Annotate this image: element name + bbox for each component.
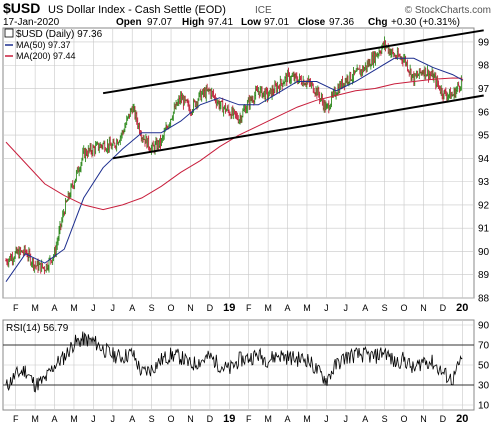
month-tick-label: D [440, 303, 447, 313]
month-tick-label: M [303, 303, 311, 313]
price-tick-label: 91 [478, 224, 490, 235]
price-lines [5, 29, 484, 282]
month-tick-label: D [207, 303, 214, 313]
close-value: 97.36 [329, 17, 354, 28]
month-tick-label: A [52, 303, 58, 313]
channel-upper-line [102, 29, 484, 95]
price-tick-label: 92 [478, 200, 490, 211]
price-legend-swatch [4, 28, 14, 38]
month-tick-label: A [129, 303, 135, 313]
month-tick-label: O [168, 303, 175, 313]
month-tick-label: S [382, 414, 388, 424]
open-value: 97.07 [147, 17, 172, 28]
price-legend-label: $USD (Daily) 97.36 [16, 29, 103, 40]
month-axis-top: F M A M J J A S O N D 19 F M A M J J A S O N D 20 [13, 302, 468, 314]
price-tick-label: 96 [478, 107, 490, 118]
month-tick-label: 19 [223, 302, 235, 314]
quote-date: 17-Jan-2020 [3, 17, 60, 28]
month-tick-label: M [70, 303, 78, 313]
month-tick-label: J [91, 414, 96, 424]
month-tick-label: J [324, 414, 329, 424]
exchange-label: ICE [255, 5, 272, 16]
chg-label: Chg [368, 17, 387, 28]
price-tick-label: 88 [478, 294, 490, 305]
high-label: High [182, 17, 204, 28]
month-tick-label: M [264, 414, 272, 424]
ma200-legend-label: MA(200) 97.44 [16, 51, 76, 61]
month-tick-label: N [187, 303, 194, 313]
low-value: 97.01 [264, 17, 289, 28]
month-tick-label: N [187, 414, 194, 424]
rsi-y-axis: 10 30 50 70 90 [478, 321, 490, 412]
month-tick-label: S [382, 303, 388, 313]
month-tick-label: 19 [223, 413, 235, 425]
price-legend: $USD (Daily) 97.36 MA(50) 97.37 MA(200) … [4, 28, 103, 61]
price-tick-label: 97 [478, 84, 490, 95]
ticker-symbol: $USD [3, 0, 40, 16]
rsi-tick-label: 30 [478, 381, 490, 392]
month-tick-label: N [420, 414, 427, 424]
month-axis-bottom: F M A M J J A S O N D 19 F M A M J J A S O N D 20 [13, 413, 468, 425]
month-tick-label: A [362, 414, 368, 424]
month-tick-label: J [91, 303, 96, 313]
price-tick-label: 99 [478, 37, 490, 48]
rsi-tick-label: 50 [478, 361, 490, 372]
instrument-name: US Dollar Index - Cash Settle (EOD) [48, 4, 226, 16]
month-tick-label: M [264, 303, 272, 313]
month-tick-label: F [246, 414, 252, 424]
month-tick-label: O [401, 414, 408, 424]
month-tick-label: J [344, 414, 349, 424]
month-tick-label: J [344, 303, 349, 313]
month-tick-label: M [31, 303, 39, 313]
ma200-line [5, 77, 463, 211]
rsi-tick-label: 70 [478, 341, 490, 352]
month-tick-label: A [129, 414, 135, 424]
month-tick-label: O [401, 303, 408, 313]
ma50-legend-label: MA(50) 97.37 [16, 40, 71, 50]
month-tick-label: A [52, 414, 58, 424]
month-tick-label: M [31, 414, 39, 424]
high-value: 97.41 [208, 17, 233, 28]
month-tick-label: 20 [456, 413, 468, 425]
month-tick-label: F [13, 303, 19, 313]
month-tick-label: A [285, 303, 291, 313]
channel-lower-line [112, 94, 484, 160]
open-label: Open [116, 17, 142, 28]
month-tick-label: O [168, 414, 175, 424]
month-tick-label: A [285, 414, 291, 424]
month-tick-label: J [111, 303, 116, 313]
price-tick-label: 95 [478, 131, 490, 142]
month-tick-label: F [246, 303, 252, 313]
close-label: Close [298, 17, 326, 28]
month-tick-label: S [149, 303, 155, 313]
month-tick-label: A [362, 303, 368, 313]
month-tick-label: M [70, 414, 78, 424]
month-tick-label: D [207, 414, 214, 424]
month-tick-label: D [440, 414, 447, 424]
low-label: Low [241, 17, 261, 28]
rsi-line [5, 331, 463, 393]
month-tick-label: S [149, 414, 155, 424]
month-tick-label: F [13, 414, 19, 424]
rsi-tick-label: 90 [478, 321, 490, 332]
ma50-line [5, 57, 463, 282]
month-tick-label: 20 [456, 302, 468, 314]
rsi-legend-label: RSI(14) 56.79 [6, 323, 69, 334]
price-y-axis: 88 89 90 91 92 93 94 95 96 97 98 99 [478, 37, 490, 304]
chg-value: +0.30 (+0.31%) [391, 17, 460, 28]
price-tick-label: 90 [478, 247, 490, 258]
month-tick-label: J [111, 414, 116, 424]
month-tick-label: N [420, 303, 427, 313]
rsi-plot [5, 331, 463, 393]
watermark: © StockCharts.com [405, 5, 491, 16]
price-tick-label: 98 [478, 61, 490, 72]
price-tick-label: 89 [478, 270, 490, 281]
month-tick-label: J [324, 303, 329, 313]
month-tick-label: M [303, 414, 311, 424]
price-tick-label: 94 [478, 154, 490, 165]
rsi-tick-label: 10 [478, 401, 490, 412]
price-tick-label: 93 [478, 177, 490, 188]
